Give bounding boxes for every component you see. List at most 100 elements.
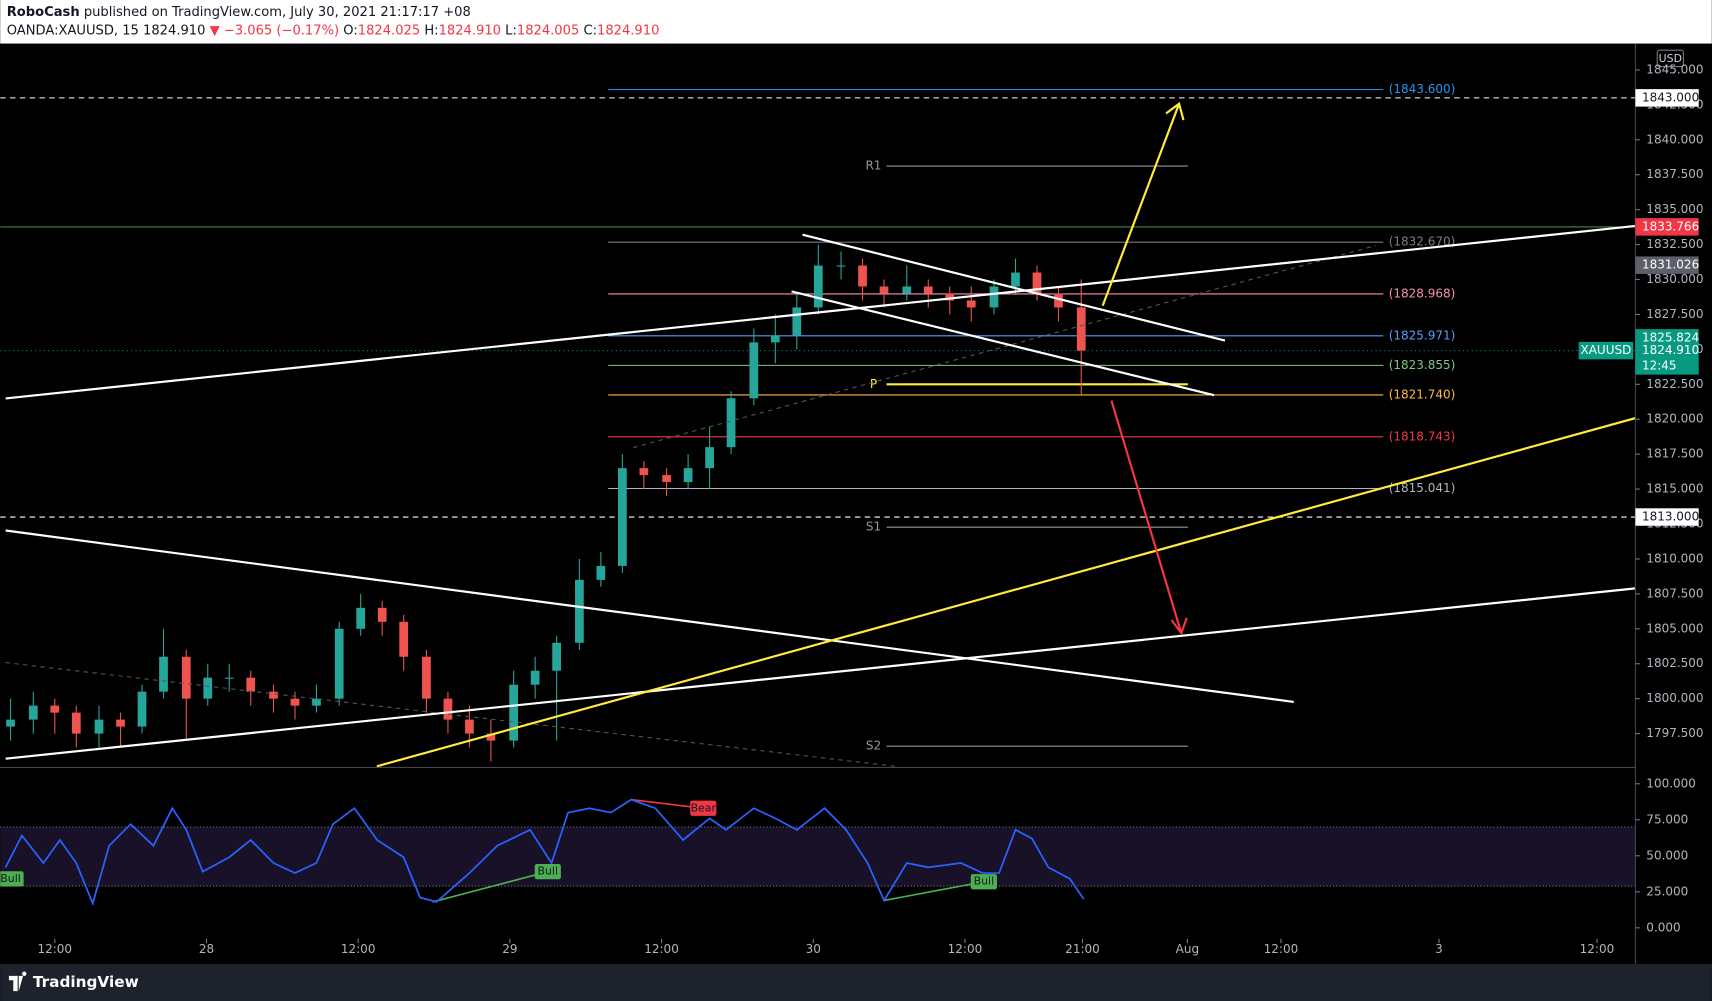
candle-body [399,621,409,657]
fib-label: (1821.740) [1389,387,1456,401]
candle-body [749,342,759,399]
brand: TradingView [33,973,139,991]
trend-dashed [633,245,1376,449]
candle-body [50,705,60,713]
y-tick-label: 1805.000 [1646,621,1703,635]
fib-label: (1843.600) [1389,82,1456,96]
y-tick-label: 1797.500 [1646,726,1703,740]
candle-body [552,642,562,671]
candle-body [575,579,584,643]
header-line2: OANDA:XAUUSD, 15 1824.910 ▼ −3.065 (−0.1… [7,23,660,38]
candle-body [224,677,234,679]
y-tick-label: 1837.500 [1646,167,1703,181]
ohlc-key: L: [505,23,517,38]
signal-box [970,874,997,890]
currency-box [1656,49,1684,68]
ohlc-value: 1824.025 [358,23,420,38]
y-tick-label: 1810.000 [1646,551,1703,565]
price-tag-label: 1825.824 [1642,330,1699,344]
signal-label: Bull [538,865,558,878]
pivot-label: R1 [865,159,881,173]
footer-bg [0,963,1712,1001]
candle-body [377,607,387,622]
x-tick-label: 21:00 [1065,942,1100,956]
x-tick-label: 12:00 [948,942,983,956]
candle-body [879,286,889,294]
candle-body [966,300,976,308]
candle-body [662,475,671,483]
candle-body [486,733,496,741]
trend-yellow [376,417,1636,768]
candle-body [726,398,736,448]
ohlc-key: H: [424,23,438,38]
candle-body [203,677,213,699]
level-tag [1635,508,1699,526]
osc-y-tick-label: 25.000 [1646,884,1688,898]
ohlc-value: 1824.910 [597,23,659,38]
x-tick-label: 3 [1435,942,1443,956]
trend-line [5,529,1294,703]
y-tick-label: 1815.000 [1646,482,1703,496]
y-tick-label: 1822.500 [1646,377,1703,391]
candle-body [356,607,366,629]
candle-body [923,286,933,294]
candle-body [116,719,125,727]
candle-body [617,468,627,566]
trend-line [5,224,1636,400]
arrow-up [1101,101,1185,307]
ohlc-value: 1824.005 [517,23,579,38]
y-tick-label: 1827.500 [1646,307,1703,321]
symbol: OANDA:XAUUSD, 15 [7,23,139,38]
candle-body [509,684,519,741]
channel-top [802,233,1226,342]
candle-body [159,656,168,692]
x-tick-label: 28 [199,942,214,956]
candle-body [334,628,344,699]
countdown: 12:45 [1642,358,1677,372]
pivot-label: P [870,377,877,391]
candle-body [6,719,15,727]
candle-body [1032,272,1042,294]
candle-body [137,691,147,727]
arrow-down [1110,400,1188,636]
last-tag [1635,341,1699,375]
signal-label: Bull [974,875,994,888]
signal-box [0,871,24,887]
y-tick-label: 1807.500 [1646,586,1703,600]
pivot-label: S1 [866,520,881,534]
last-tag-label: 1824.910 [1642,343,1699,357]
y-tick-label: 1830.000 [1646,272,1703,286]
candle-body [246,677,256,692]
fib-label: (1823.855) [1389,358,1456,372]
candle-body [269,691,278,699]
candle-body [422,656,431,699]
symbol-tag-label: XAUUSD [1581,343,1632,357]
osc-y-tick-label: 75.000 [1646,812,1688,826]
y-tick-label: 1817.500 [1646,447,1703,461]
candle-body [1054,293,1063,308]
signal-box [534,864,561,880]
candle-body [312,698,321,706]
signal-box [690,800,717,816]
x-tick-label: 30 [806,942,821,956]
last: 1824.910 [143,23,205,38]
candle-body [945,293,955,301]
candle-body [290,698,300,706]
change: ▼ −3.065 (−0.17%) [210,23,339,38]
candle-body [836,265,846,267]
candle-body [792,307,802,336]
price-tag-label: 1831.026 [1642,258,1699,272]
candle-body [683,468,693,483]
candle-body [858,265,867,287]
x-tick-label: 12:00 [644,942,679,956]
osc-y-tick-label: 50.000 [1646,848,1688,862]
level-tag-label: 1813.000 [1642,510,1699,524]
candle-body [1011,272,1020,287]
divergence-line [883,880,985,902]
fib-label: (1828.968) [1389,286,1456,300]
y-tick-label: 1840.000 [1646,132,1703,146]
candle-body [94,719,104,734]
level-tag [1635,89,1699,107]
symbol-tag [1578,341,1634,360]
